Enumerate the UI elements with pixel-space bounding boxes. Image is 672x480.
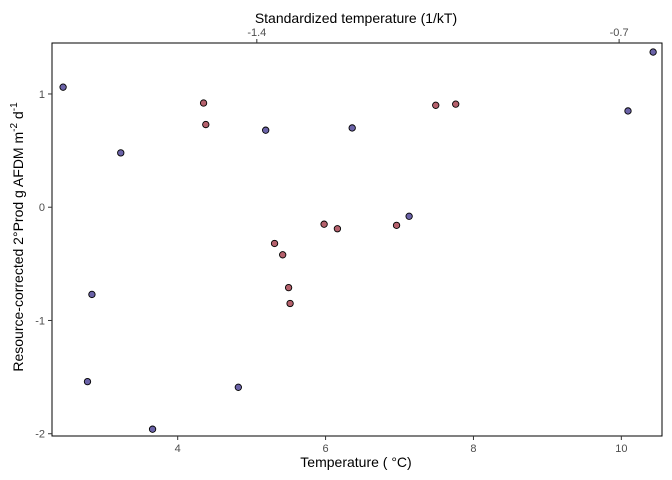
y-tick-label: 0 <box>39 202 45 214</box>
data-point <box>348 124 356 132</box>
data-point <box>284 283 293 292</box>
panel-frame <box>51 42 663 437</box>
data-point <box>117 149 125 157</box>
top-axis-title: Standardized temperature (1/kT) <box>255 10 457 26</box>
x-axis-ticks: 4 6 8 10 <box>175 436 627 455</box>
y-axis-title-mid: d <box>10 111 26 123</box>
data-point <box>624 107 632 115</box>
data-point <box>320 220 328 228</box>
data-point <box>270 239 279 248</box>
x-tick-label: 4 <box>175 443 181 455</box>
y-tick-label: -1 <box>35 315 45 327</box>
data-point <box>432 101 440 109</box>
data-point <box>202 120 210 129</box>
y-axis-title-sup1: -2 <box>9 123 20 132</box>
x-tick-label: 10 <box>615 443 627 455</box>
data-point <box>452 100 460 108</box>
x-tick-label: 6 <box>323 443 329 455</box>
y-axis-ticks: -2 -1 0 1 <box>35 89 52 441</box>
data-point <box>286 299 294 308</box>
plot-panel: 4 6 8 10 -2 -1 0 1 -1.4 -0.7 <box>35 27 663 455</box>
top-tick-label: -1.4 <box>247 27 266 39</box>
y-axis-title: Resource-corrected 2°Prod g AFDM m-2 d-1 <box>9 102 26 372</box>
data-point <box>88 290 96 299</box>
data-points <box>59 48 657 433</box>
data-point <box>234 383 242 391</box>
data-point <box>199 99 208 107</box>
y-tick-label: 1 <box>39 89 45 101</box>
x-axis-title: Temperature ( °C) <box>300 454 411 470</box>
top-tick-label: -0.7 <box>610 27 629 39</box>
data-point <box>405 212 413 220</box>
x-tick-label: 8 <box>470 443 476 455</box>
data-point <box>262 126 270 134</box>
y-tick-label: -2 <box>35 429 45 441</box>
top-axis-ticks: -1.4 -0.7 <box>247 27 629 43</box>
y-axis-title-main: Resource-corrected 2°Prod g AFDM m <box>10 132 26 372</box>
data-point <box>333 225 342 233</box>
data-point <box>148 425 157 433</box>
data-point <box>83 377 92 386</box>
y-axis-title-sup2: -1 <box>9 102 20 111</box>
data-point <box>59 83 67 91</box>
data-point <box>279 251 287 259</box>
data-point <box>649 48 657 56</box>
data-point <box>392 221 401 229</box>
